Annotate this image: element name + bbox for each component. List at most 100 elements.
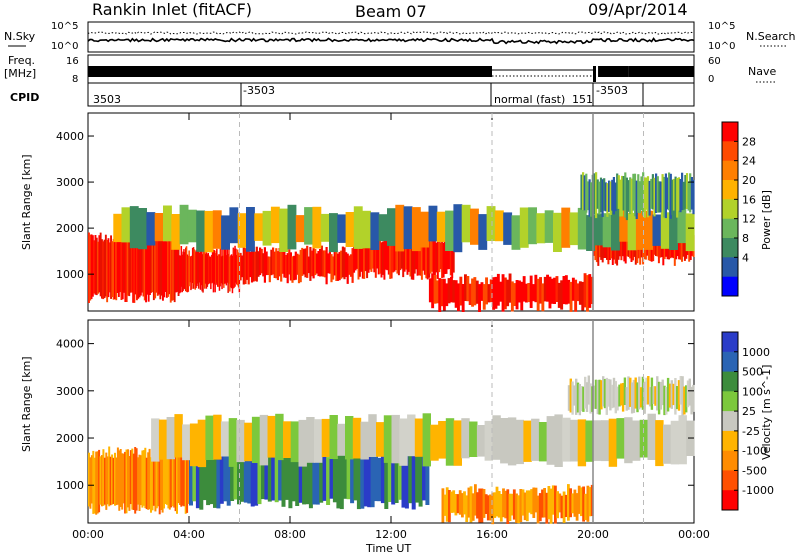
nsearch-tick-bottom: 10^0: [708, 41, 735, 52]
power-cell: [508, 273, 512, 303]
velocity-cell: [151, 452, 154, 511]
velocity-cell: [383, 415, 393, 463]
power-cell: [98, 235, 101, 293]
power-cell: [223, 247, 225, 288]
velocity-cell: [685, 385, 688, 413]
velocity-cell: [593, 420, 602, 461]
power-cell: [468, 283, 472, 305]
velocity-cell: [163, 455, 165, 509]
power-cell: [436, 241, 439, 279]
velocity-cell: [674, 378, 677, 415]
velocity-cell: [536, 495, 540, 524]
velocity-cell: [636, 382, 639, 413]
velocity-cell: [329, 447, 334, 499]
power-cell: [165, 241, 168, 298]
power-cell: [677, 177, 680, 211]
power-cell: [614, 242, 617, 264]
power-cell: [527, 283, 531, 303]
velocity-cell: [88, 452, 90, 507]
power-cell: [128, 241, 131, 297]
power-cell: [232, 247, 235, 289]
velocity-cell: [497, 491, 501, 518]
velocity-cell: [150, 457, 152, 513]
velocity-cell: [291, 457, 296, 502]
velocity-cell: [152, 454, 155, 506]
power-cell: [150, 233, 153, 293]
power-cell: [230, 255, 232, 288]
power-cell: [639, 238, 642, 265]
power-cell: [438, 278, 442, 312]
power-cell: [626, 238, 629, 257]
power-cell: [330, 254, 333, 283]
power-cell: [196, 210, 206, 252]
power-cell: [293, 255, 296, 281]
power-cell: [435, 242, 438, 273]
power-cell: [188, 250, 190, 287]
power-cell: [288, 249, 291, 275]
velocity-cell: [538, 493, 542, 522]
power-cell: [111, 241, 114, 297]
velocity-cell: [352, 417, 362, 459]
x-tick-label: 20:00: [577, 528, 609, 541]
power-cell: [254, 213, 264, 241]
velocity-cell: [584, 493, 588, 521]
velocity-cell: [531, 418, 540, 461]
power-cell: [302, 249, 305, 275]
power-cell: [647, 242, 650, 261]
power-cell: [608, 237, 611, 260]
velocity-cell: [321, 418, 331, 457]
velocity-cell: [594, 379, 598, 409]
velocity-cell: [575, 493, 579, 521]
power-cell: [200, 245, 202, 286]
power-cell: [653, 240, 656, 255]
power-cell: [242, 247, 245, 285]
power-cell: [204, 253, 207, 284]
velocity-cell: [259, 414, 269, 466]
power-cell: [179, 255, 182, 293]
nave-label: Nave: [748, 65, 776, 78]
velocity-cell: [98, 449, 101, 513]
velocity-cell: [89, 457, 92, 509]
power-cell: [210, 256, 212, 290]
velocity-cell: [101, 455, 103, 507]
velocity-cell: [161, 447, 164, 513]
power-cell: [544, 210, 554, 243]
power-cell: [438, 235, 441, 273]
power-cell: [506, 279, 510, 307]
velocity-cell: [384, 457, 389, 509]
power-cell: [134, 237, 137, 295]
power-cell: [216, 248, 218, 285]
power-cell: [221, 247, 223, 290]
power-cell: [228, 245, 230, 284]
power-cell: [345, 252, 348, 277]
power-cell: [644, 243, 647, 260]
velocity-cell: [298, 448, 303, 503]
power-cell: [638, 181, 641, 214]
power-cell: [147, 232, 150, 302]
velocity-cell: [686, 380, 690, 408]
power-cell: [393, 234, 396, 272]
power-cell: [678, 235, 681, 260]
velocity-data: [88, 375, 695, 525]
colorbar-swatch: [722, 218, 738, 239]
velocity-cell: [469, 486, 473, 523]
velocity-cell: [302, 455, 307, 505]
power-cell: [376, 236, 379, 269]
velocity-cell: [618, 384, 621, 407]
power-cell: [614, 182, 617, 212]
velocity-cell: [532, 487, 536, 518]
velocity-cell: [278, 457, 283, 501]
velocity-cell: [99, 456, 102, 505]
power-cell: [329, 213, 338, 253]
colorbar-swatch: [722, 332, 738, 353]
velocity-cell: [482, 489, 486, 518]
velocity-cell: [569, 419, 579, 462]
velocity-cell: [336, 454, 341, 509]
velocity-cell: [109, 456, 112, 506]
power-cell: [270, 206, 280, 244]
nsky-tick-bottom: 10^0: [51, 41, 78, 52]
power-cell: [136, 232, 138, 301]
power-cell: [353, 234, 356, 273]
velocity-cell: [454, 494, 458, 516]
power-cell: [627, 213, 637, 251]
